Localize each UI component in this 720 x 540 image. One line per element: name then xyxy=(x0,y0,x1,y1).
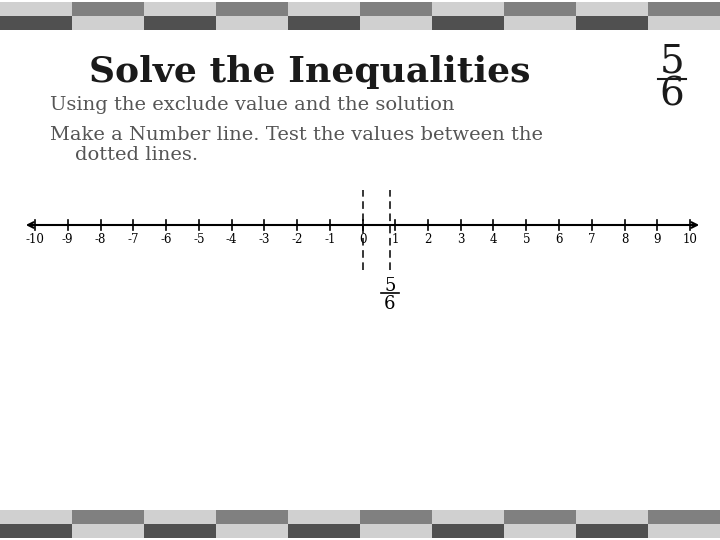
Bar xyxy=(360,16,432,30)
Bar xyxy=(0,2,72,16)
Bar xyxy=(432,510,504,524)
Bar xyxy=(360,2,432,16)
Bar xyxy=(72,2,144,16)
Bar xyxy=(216,2,288,16)
Bar xyxy=(288,524,360,538)
Bar xyxy=(576,510,648,524)
Bar xyxy=(648,510,720,524)
Bar xyxy=(288,510,360,524)
Bar xyxy=(0,510,72,524)
Text: -2: -2 xyxy=(292,233,302,246)
Bar xyxy=(216,524,288,538)
Bar xyxy=(144,2,216,16)
Bar xyxy=(72,16,144,30)
Text: -4: -4 xyxy=(226,233,238,246)
Text: dotted lines.: dotted lines. xyxy=(50,146,198,164)
Bar xyxy=(504,16,576,30)
Bar xyxy=(576,2,648,16)
Text: Using the exclude value and the solution: Using the exclude value and the solution xyxy=(50,96,454,114)
Bar xyxy=(216,16,288,30)
Text: Solve the Inequalities: Solve the Inequalities xyxy=(89,55,531,89)
Bar xyxy=(504,524,576,538)
Text: 3: 3 xyxy=(457,233,464,246)
Bar xyxy=(360,524,432,538)
Bar xyxy=(144,524,216,538)
Bar xyxy=(432,16,504,30)
Text: -5: -5 xyxy=(193,233,204,246)
Bar xyxy=(648,524,720,538)
Text: 1: 1 xyxy=(392,233,399,246)
Bar xyxy=(648,2,720,16)
Bar xyxy=(72,510,144,524)
Bar xyxy=(144,510,216,524)
Bar xyxy=(432,2,504,16)
Bar xyxy=(144,16,216,30)
Text: 6: 6 xyxy=(384,295,395,313)
Text: -8: -8 xyxy=(95,233,106,246)
Text: 10: 10 xyxy=(683,233,698,246)
Bar xyxy=(216,510,288,524)
Bar xyxy=(504,2,576,16)
Text: 8: 8 xyxy=(621,233,628,246)
Text: 5: 5 xyxy=(384,277,395,295)
Text: 0: 0 xyxy=(359,233,366,246)
Text: 9: 9 xyxy=(654,233,661,246)
Bar xyxy=(360,510,432,524)
Bar xyxy=(504,510,576,524)
Bar xyxy=(0,524,72,538)
Text: 2: 2 xyxy=(424,233,432,246)
Bar xyxy=(72,524,144,538)
Text: -10: -10 xyxy=(26,233,45,246)
Bar xyxy=(432,524,504,538)
Text: 5: 5 xyxy=(523,233,530,246)
Text: 5: 5 xyxy=(660,44,685,80)
Bar xyxy=(288,16,360,30)
Text: -6: -6 xyxy=(161,233,172,246)
Text: -9: -9 xyxy=(62,233,73,246)
Text: -3: -3 xyxy=(258,233,270,246)
Bar xyxy=(576,16,648,30)
Text: Make a Number line. Test the values between the: Make a Number line. Test the values betw… xyxy=(50,126,543,144)
Bar xyxy=(648,16,720,30)
Bar xyxy=(0,16,72,30)
Bar xyxy=(576,524,648,538)
Bar xyxy=(288,2,360,16)
Text: 4: 4 xyxy=(490,233,498,246)
Text: -7: -7 xyxy=(127,233,139,246)
Text: -1: -1 xyxy=(324,233,336,246)
Text: 6: 6 xyxy=(660,77,685,113)
Text: 7: 7 xyxy=(588,233,595,246)
Text: 6: 6 xyxy=(555,233,563,246)
